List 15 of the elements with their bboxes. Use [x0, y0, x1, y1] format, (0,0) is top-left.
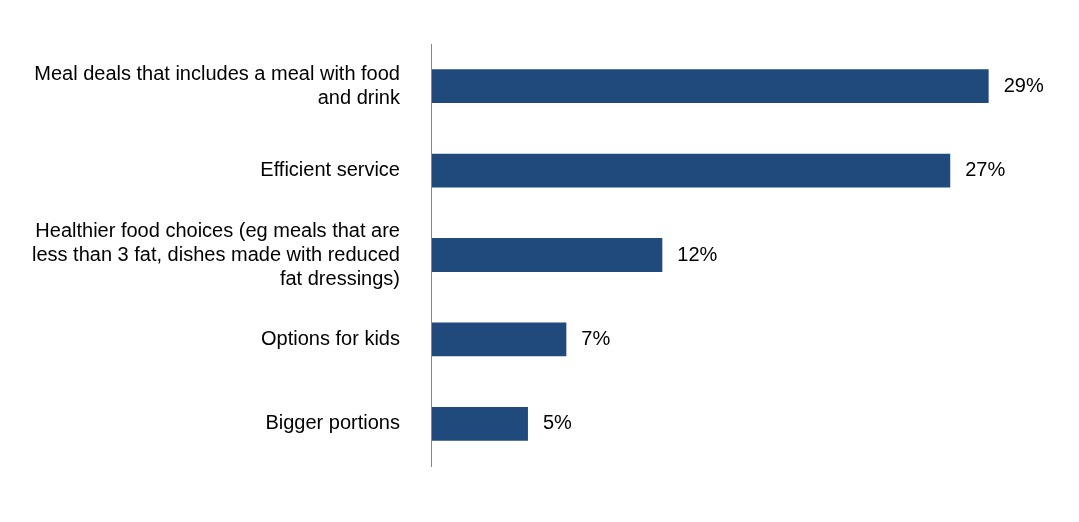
data-label: 7% [581, 326, 611, 349]
bar [431, 322, 567, 357]
y-tick-label: Healthier food choices (eg meals that are less than 3 fat, dishes made with reduced fat dressings) [31, 218, 400, 289]
y-tick-label: Bigger portions [265, 411, 400, 434]
bar [431, 153, 951, 188]
bar [431, 238, 663, 272]
y-tick-label: Meal deals that includes a meal with food and drink [34, 61, 401, 108]
data-label: 12% [677, 242, 718, 265]
bar [431, 69, 989, 104]
data-label: 29% [1003, 73, 1044, 96]
data-label: 27% [965, 158, 1006, 181]
data-label: 5% [542, 411, 573, 434]
y-tick-label: Options for kids [261, 326, 400, 349]
y-tick-label: Efficient service [260, 158, 400, 181]
bar [431, 406, 528, 441]
